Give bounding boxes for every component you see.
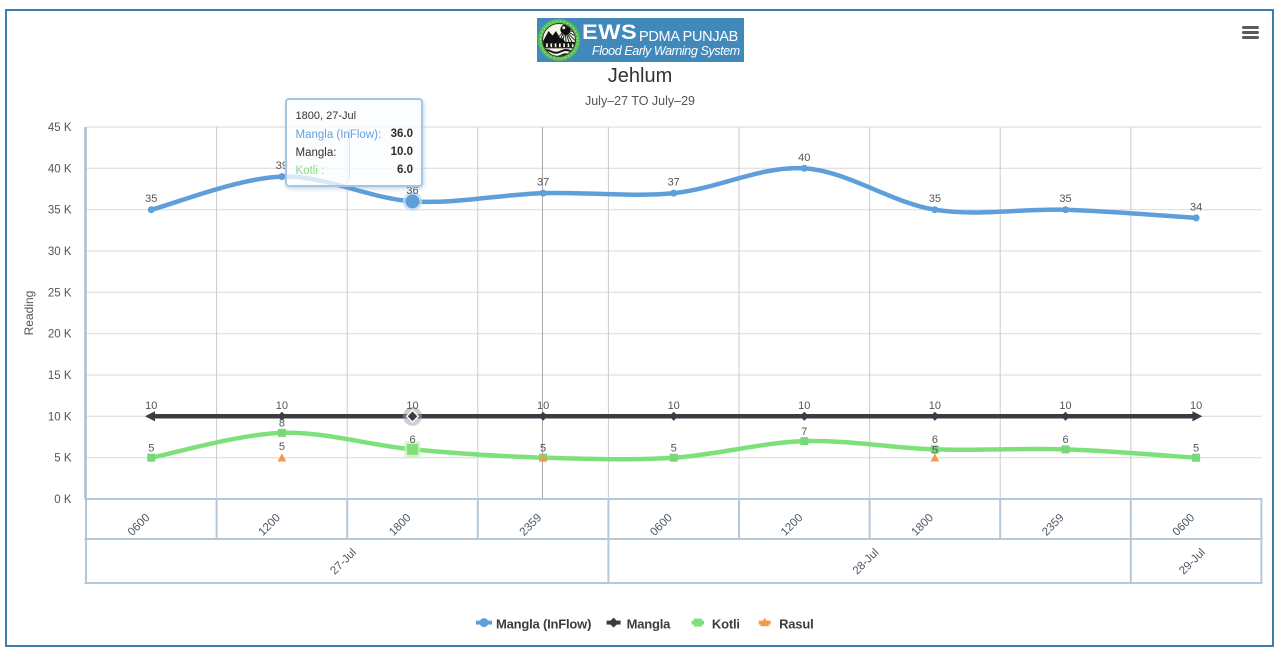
- svg-text:10: 10: [1190, 400, 1202, 412]
- svg-text:10: 10: [406, 400, 418, 412]
- svg-text:Reading: Reading: [22, 291, 36, 336]
- svg-text:0600: 0600: [648, 512, 675, 539]
- svg-text:1800: 1800: [387, 512, 414, 539]
- svg-text:0600: 0600: [126, 512, 153, 539]
- svg-text:2359: 2359: [1040, 512, 1067, 539]
- svg-text:Rasul: Rasul: [779, 617, 813, 632]
- svg-text:0 K: 0 K: [54, 494, 72, 506]
- svg-text:Mangla: Mangla: [627, 617, 672, 632]
- svg-text:6: 6: [409, 434, 415, 446]
- svg-text:10: 10: [1059, 400, 1071, 412]
- svg-text:5: 5: [540, 442, 546, 454]
- svg-text:30 K: 30 K: [48, 246, 72, 258]
- svg-text:40 K: 40 K: [48, 163, 72, 175]
- svg-text:5: 5: [148, 442, 154, 454]
- svg-text:40: 40: [798, 152, 810, 164]
- svg-text:35: 35: [145, 193, 157, 205]
- svg-text:5: 5: [1193, 442, 1199, 454]
- svg-text:10: 10: [929, 400, 941, 412]
- svg-text:15 K: 15 K: [48, 370, 72, 382]
- svg-text:5: 5: [671, 442, 677, 454]
- svg-text:27-Jul: 27-Jul: [328, 547, 359, 578]
- svg-text:25 K: 25 K: [48, 287, 72, 299]
- svg-text:36: 36: [406, 185, 418, 197]
- svg-text:Mangla (InFlow): Mangla (InFlow): [496, 617, 591, 632]
- svg-text:29-Jul: 29-Jul: [1177, 547, 1208, 578]
- svg-text:37: 37: [537, 177, 549, 189]
- svg-text:34: 34: [1190, 201, 1202, 213]
- svg-text:10 K: 10 K: [48, 411, 72, 423]
- svg-text:35: 35: [929, 193, 941, 205]
- svg-text:10: 10: [798, 400, 810, 412]
- svg-text:37: 37: [668, 177, 680, 189]
- svg-text:35 K: 35 K: [48, 205, 72, 217]
- svg-text:10: 10: [537, 400, 549, 412]
- svg-text:28-Jul: 28-Jul: [851, 547, 882, 578]
- svg-text:45 K: 45 K: [48, 122, 72, 134]
- svg-text:10: 10: [276, 400, 288, 412]
- svg-text:6: 6: [1062, 434, 1068, 446]
- svg-text:Kotli: Kotli: [712, 617, 740, 632]
- svg-text:0600: 0600: [1171, 512, 1198, 539]
- svg-text:35: 35: [1059, 193, 1071, 205]
- svg-text:1200: 1200: [256, 512, 283, 539]
- svg-text:5 K: 5 K: [54, 453, 72, 465]
- svg-text:10: 10: [668, 400, 680, 412]
- svg-text:1800: 1800: [909, 512, 936, 539]
- svg-text:1200: 1200: [779, 512, 806, 539]
- svg-text:10: 10: [145, 400, 157, 412]
- svg-text:8: 8: [279, 418, 285, 430]
- svg-text:39: 39: [276, 160, 288, 172]
- svg-text:2359: 2359: [518, 512, 545, 539]
- svg-text:7: 7: [801, 426, 807, 438]
- svg-text:5: 5: [279, 441, 285, 453]
- svg-text:5: 5: [932, 444, 938, 456]
- svg-text:6: 6: [932, 434, 938, 446]
- svg-text:20 K: 20 K: [48, 329, 72, 341]
